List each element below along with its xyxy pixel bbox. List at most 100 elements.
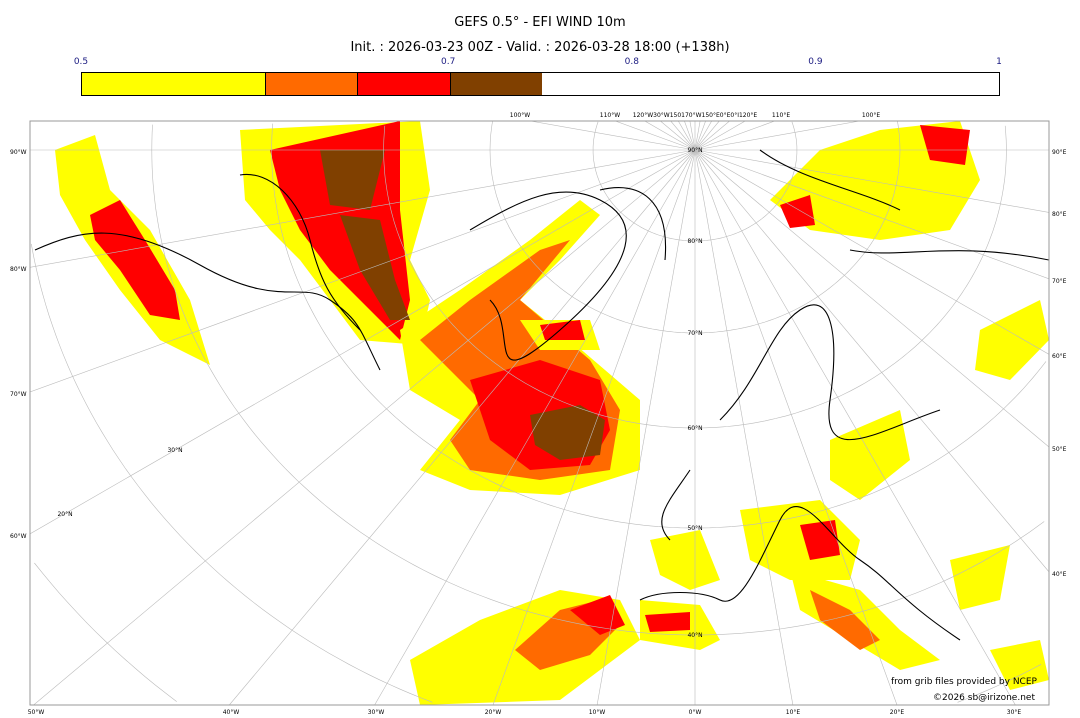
map-frame: [29, 120, 1050, 706]
axis-label: 90°W: [10, 149, 27, 156]
meridian: [694, 149, 794, 705]
axis-label: 60°N: [687, 425, 702, 432]
meridian: [694, 149, 1049, 448]
meridian: [694, 121, 746, 151]
meridian: [660, 121, 696, 151]
meridian: [229, 149, 696, 705]
axis-label: 40°N: [687, 632, 702, 639]
meridian: [694, 121, 701, 151]
meridian: [374, 149, 696, 705]
map-title: GEFS 0.5° - EFI WIND 10m: [454, 15, 626, 30]
meridian: [492, 149, 696, 705]
axis-label: 30°E: [1007, 709, 1022, 716]
meridian: [694, 149, 898, 705]
axis-label: 20°E: [890, 709, 905, 716]
efi-region: [920, 125, 970, 165]
axis-label: 60°E: [1052, 353, 1067, 360]
efi-region: [740, 500, 860, 580]
meridian: [689, 121, 696, 151]
axis-label: 70°E: [1052, 278, 1067, 285]
axis-label: 70°N: [687, 330, 702, 337]
axis-label: 100°W: [510, 112, 530, 119]
axis-label: 80°W: [10, 266, 27, 273]
meridian: [694, 149, 1049, 280]
coastline: [239, 173, 361, 331]
efi-region: [800, 520, 840, 560]
axis-label: 50°W: [28, 709, 45, 716]
axis-label: 120°W30°W150170°W150°E0°E0°I120°E: [633, 112, 758, 119]
latitude-circle: [694, 361, 1047, 529]
colorbar-bin: [265, 73, 359, 95]
latitude-circle: [34, 562, 177, 702]
meridian: [530, 121, 696, 151]
meridian: [644, 121, 696, 151]
meridian: [670, 121, 696, 151]
data-source-credit: from grib files provided by NCEP: [891, 677, 1037, 687]
meridian: [694, 121, 775, 151]
efi-region: [320, 150, 385, 210]
axis-label: 80°N: [687, 238, 702, 245]
latitude-circle: [271, 123, 696, 529]
meridian: [30, 149, 696, 535]
latitude-circle: [695, 121, 901, 334]
axis-label: 40°E: [1052, 571, 1067, 578]
efi-field: [55, 121, 1049, 705]
map-subtitle: Init. : 2026-03-23 00Z - Valid. : 2026-0…: [350, 40, 730, 55]
axis-label: 90°E: [1052, 149, 1067, 156]
colorbar-tick: 0.8: [624, 57, 639, 67]
efi-region: [810, 590, 880, 650]
meridian: [33, 149, 696, 705]
meridian: [615, 121, 696, 151]
latitude-circle: [151, 124, 696, 636]
meridian: [694, 149, 1049, 573]
meridian: [596, 149, 696, 705]
coastline: [639, 506, 961, 641]
axis-label: 80°E: [1052, 211, 1067, 218]
axis-label: 30°W: [368, 709, 385, 716]
colorbar-bin: [82, 73, 266, 95]
axis-label: 90°N: [687, 147, 702, 154]
axis-label: 100°E: [862, 112, 880, 119]
graticule: [30, 121, 1049, 705]
copyright: ©2026 sb@irizone.net: [933, 693, 1035, 703]
axis-label: 110°E: [772, 112, 790, 119]
efi-region: [650, 530, 720, 590]
meridian: [694, 121, 706, 151]
meridian: [694, 121, 730, 151]
axis-label: 20°W: [485, 709, 502, 716]
meridian: [30, 149, 696, 393]
coastline: [599, 186, 667, 261]
latitude-circle: [31, 243, 433, 703]
efi-region: [530, 405, 605, 460]
latitude-circle: [383, 125, 695, 429]
axis-label: 0°W: [689, 709, 702, 716]
efi-region: [540, 320, 585, 340]
efi-region: [950, 545, 1010, 610]
colorbar-tick: 0.7: [441, 57, 456, 67]
axis-label: 70°W: [10, 391, 27, 398]
axis-label: 50°E: [1052, 446, 1067, 453]
meridian: [30, 149, 696, 268]
coastline: [661, 469, 691, 541]
meridian: [684, 121, 696, 151]
efi-region: [780, 195, 815, 228]
axis-label: 10°W: [589, 709, 606, 716]
colorbar-tick: 1: [996, 57, 1002, 67]
coastline: [759, 149, 901, 211]
latitude-circle: [694, 521, 1045, 636]
coastline: [469, 191, 627, 361]
colorbar-tick: 0.9: [808, 57, 823, 67]
efi-region: [975, 300, 1049, 380]
axis-label: 50°N: [687, 525, 702, 532]
meridian: [694, 121, 860, 151]
colorbar-tick: 0.5: [73, 57, 89, 67]
latitude-circle: [957, 664, 1042, 703]
efi-region: [340, 215, 410, 320]
axis-label: 30°N: [167, 447, 182, 454]
meridian: [694, 149, 1049, 213]
coastline: [719, 304, 941, 441]
axis-label: 20°N: [57, 511, 72, 518]
efi-region: [790, 570, 940, 670]
coastlines: [34, 149, 1049, 641]
